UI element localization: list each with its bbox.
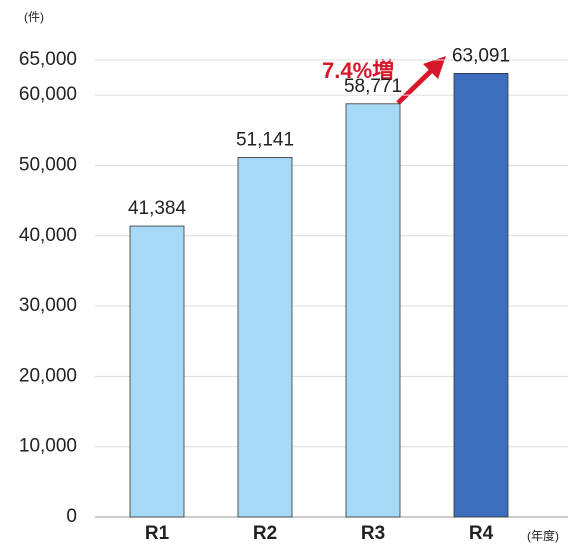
y-tick-label: 60,000 xyxy=(19,84,77,105)
y-tick-label: 10,000 xyxy=(19,436,77,457)
value-label: 63,091 xyxy=(452,45,510,66)
x-tick-label: R3 xyxy=(361,523,385,544)
x-tick-label: R2 xyxy=(253,523,277,544)
x-unit: (年度) xyxy=(527,528,559,543)
annotation-arrow xyxy=(396,68,434,105)
y-tick-label: 50,000 xyxy=(19,154,77,175)
value-label: 58,771 xyxy=(344,76,402,97)
y-tick-label: 20,000 xyxy=(19,365,77,386)
bar xyxy=(345,103,401,518)
x-tick-label: R1 xyxy=(145,523,170,544)
annotation: 7.4%増 xyxy=(322,58,394,83)
y-tick-label: 40,000 xyxy=(19,225,77,246)
value-label: 41,384 xyxy=(128,198,187,219)
y-unit: (件) xyxy=(24,10,44,24)
bar xyxy=(453,73,509,518)
x-tick-label: R4 xyxy=(469,523,494,544)
annotation-arrowhead xyxy=(423,56,446,79)
y-tick-label: 65,000 xyxy=(19,49,77,70)
y-tick-label: 30,000 xyxy=(19,295,77,316)
y-tick-label: 0 xyxy=(66,506,77,527)
value-label: 51,141 xyxy=(236,129,294,150)
bar xyxy=(129,225,185,518)
bar xyxy=(237,157,293,518)
